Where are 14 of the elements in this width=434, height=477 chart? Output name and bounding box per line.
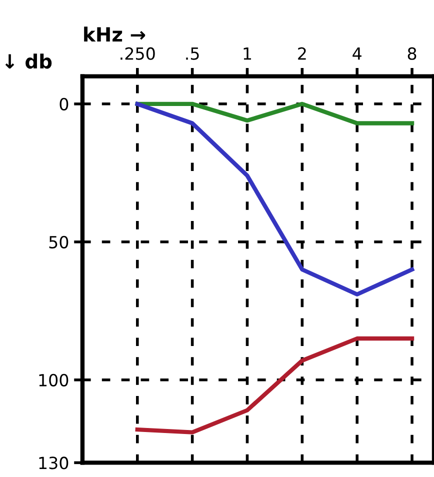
x-axis-title: kHz → — [84, 26, 146, 42]
line-series — [135, 336, 414, 434]
y-tick-label: 130 — [39, 456, 68, 470]
line-series — [135, 102, 414, 296]
x-tick-label: 8 — [408, 47, 416, 60]
x-tick-label: .250 — [120, 47, 155, 60]
x-tick-label: 1 — [244, 48, 252, 60]
y-tick-label: 100 — [39, 374, 68, 386]
x-tick-label: 4 — [352, 48, 362, 60]
x-tick-label: .5 — [186, 48, 199, 60]
y-tick-label: 0 — [60, 98, 68, 110]
y-tick-label: 50 — [49, 236, 68, 248]
x-tick-label: 2 — [298, 47, 306, 60]
y-axis-title: ↓ db — [5, 54, 52, 69]
